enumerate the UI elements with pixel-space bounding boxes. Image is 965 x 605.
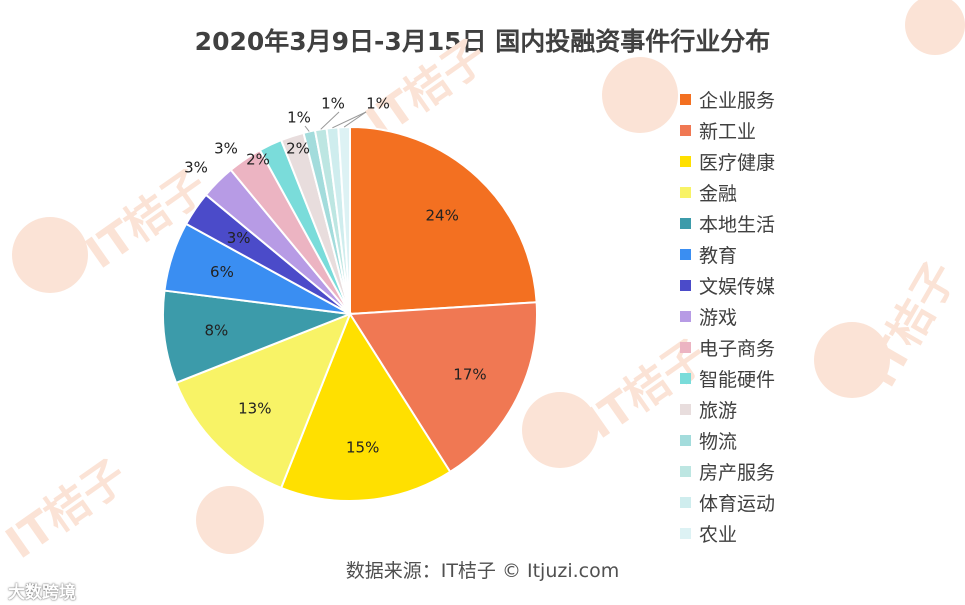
legend-swatch xyxy=(680,466,691,477)
pie-slice xyxy=(162,289,351,385)
leader-line xyxy=(320,111,340,130)
corner-watermark: 大数跨境 xyxy=(8,583,76,603)
pie-slice xyxy=(174,312,352,490)
legend-swatch xyxy=(680,311,691,322)
leader-line xyxy=(304,125,310,132)
legend-item: 医疗健康 xyxy=(680,146,775,177)
legend-label: 体育运动 xyxy=(699,493,776,515)
watermark-logo-mark xyxy=(12,217,88,293)
pie-slice xyxy=(279,311,452,502)
watermark-text: IT桔子 xyxy=(0,450,136,569)
legend-swatch xyxy=(680,249,691,260)
legend-item: 游戏 xyxy=(680,301,775,332)
legend-swatch xyxy=(680,187,691,198)
legend-swatch xyxy=(680,342,691,353)
data-label: 3% xyxy=(227,229,251,247)
legend-label: 文娱传媒 xyxy=(699,276,776,298)
data-label: 3% xyxy=(214,140,238,158)
pie-slice xyxy=(337,125,351,315)
data-label: 1% xyxy=(366,95,390,113)
data-label: 15% xyxy=(346,439,379,457)
watermark-text: IT桔子 xyxy=(855,254,965,396)
legend-label: 旅游 xyxy=(699,400,738,422)
leader-line xyxy=(343,111,367,128)
legend-item: 企业服务 xyxy=(680,84,775,115)
data-label: 8% xyxy=(205,321,229,339)
legend-label: 智能硬件 xyxy=(699,369,776,391)
legend-swatch xyxy=(680,435,691,446)
legend-swatch xyxy=(680,218,691,229)
leader-line xyxy=(332,111,367,129)
data-label: 3% xyxy=(184,159,208,177)
legend-label: 物流 xyxy=(699,431,738,453)
legend-label: 教育 xyxy=(699,245,738,267)
legend-label: 房产服务 xyxy=(699,462,776,484)
legend-item: 文娱传媒 xyxy=(680,270,775,301)
legend-swatch xyxy=(680,125,691,136)
watermark-logo-mark xyxy=(814,322,890,398)
legend-label: 农业 xyxy=(699,524,738,546)
legend-item: 本地生活 xyxy=(680,208,775,239)
legend-item: 教育 xyxy=(680,239,775,270)
legend-item: 旅游 xyxy=(680,394,775,425)
watermark-logo-mark xyxy=(522,392,598,468)
legend-item: 智能硬件 xyxy=(680,363,775,394)
legend: 企业服务新工业医疗健康金融本地生活教育文娱传媒游戏电子商务智能硬件旅游物流房产服… xyxy=(680,84,775,549)
pie-slice xyxy=(349,125,538,316)
legend-label: 电子商务 xyxy=(699,338,776,360)
watermark-logo-mark xyxy=(196,486,264,554)
data-label: 1% xyxy=(321,95,345,113)
data-label: 6% xyxy=(210,263,234,281)
legend-item: 电子商务 xyxy=(680,332,775,363)
data-label: 1% xyxy=(287,109,311,127)
legend-swatch xyxy=(680,156,691,167)
legend-item: 农业 xyxy=(680,518,775,549)
data-label: 24% xyxy=(425,206,458,224)
legend-swatch xyxy=(680,404,691,415)
legend-label: 医疗健康 xyxy=(699,152,776,174)
legend-label: 金融 xyxy=(699,183,738,205)
data-label: 17% xyxy=(453,366,486,384)
legend-item: 房产服务 xyxy=(680,456,775,487)
legend-swatch xyxy=(680,373,691,384)
chart-title: 2020年3月9日-3月15日 国内投融资事件行业分布 xyxy=(194,27,771,56)
pie-slice xyxy=(348,301,538,474)
watermark-logo-mark xyxy=(602,57,678,133)
legend-swatch xyxy=(680,528,691,539)
legend-swatch xyxy=(680,280,691,291)
legend-label: 新工业 xyxy=(699,121,757,143)
data-label: 13% xyxy=(238,400,271,418)
legend-label: 企业服务 xyxy=(699,90,776,112)
legend-label: 游戏 xyxy=(699,307,738,329)
legend-label: 本地生活 xyxy=(699,214,776,236)
legend-swatch xyxy=(680,497,691,508)
legend-item: 金融 xyxy=(680,177,775,208)
legend-item: 体育运动 xyxy=(680,487,775,518)
watermark-logo-mark xyxy=(905,0,965,55)
legend-item: 物流 xyxy=(680,425,775,456)
source-credit: 数据来源：IT桔子 © Itjuzi.com xyxy=(345,560,620,582)
legend-item: 新工业 xyxy=(680,115,775,146)
data-label: 2% xyxy=(246,151,270,169)
legend-swatch xyxy=(680,94,691,105)
data-label: 2% xyxy=(286,140,310,158)
